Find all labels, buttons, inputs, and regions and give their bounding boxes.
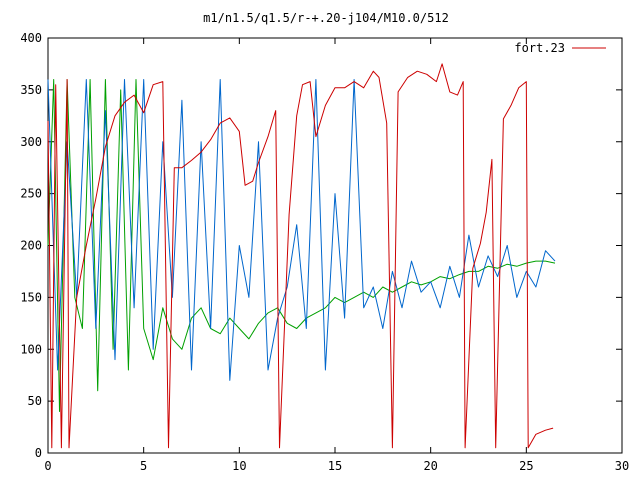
series-line-1 <box>47 63 554 449</box>
y-tick-label: 100 <box>20 342 42 356</box>
y-tick-label: 250 <box>20 187 42 201</box>
x-tick-label: 5 <box>140 459 147 473</box>
x-tick-label: 30 <box>615 459 629 473</box>
x-tick-label: 10 <box>232 459 246 473</box>
y-tick-label: 350 <box>20 83 42 97</box>
y-tick-label: 300 <box>20 135 42 149</box>
series-line-3 <box>47 79 556 412</box>
x-tick-label: 25 <box>519 459 533 473</box>
y-tick-label: 200 <box>20 239 42 253</box>
legend: fort.23 <box>514 41 606 55</box>
y-tick-label: 0 <box>35 446 42 460</box>
chart-title: m1/n1.5/q1.5/r-+.20-j104/M10.0/512 <box>203 11 449 25</box>
y-tick-label: 50 <box>28 394 42 408</box>
series-layer <box>47 63 556 449</box>
legend-label-fort23: fort.23 <box>514 41 565 55</box>
x-tick-label: 15 <box>328 459 342 473</box>
series-line-2 <box>47 79 556 381</box>
x-tick-label: 20 <box>423 459 437 473</box>
y-tick-label: 400 <box>20 31 42 45</box>
y-tick-label: 150 <box>20 290 42 304</box>
x-tick-label: 0 <box>44 459 51 473</box>
plot-frame <box>47 37 623 454</box>
